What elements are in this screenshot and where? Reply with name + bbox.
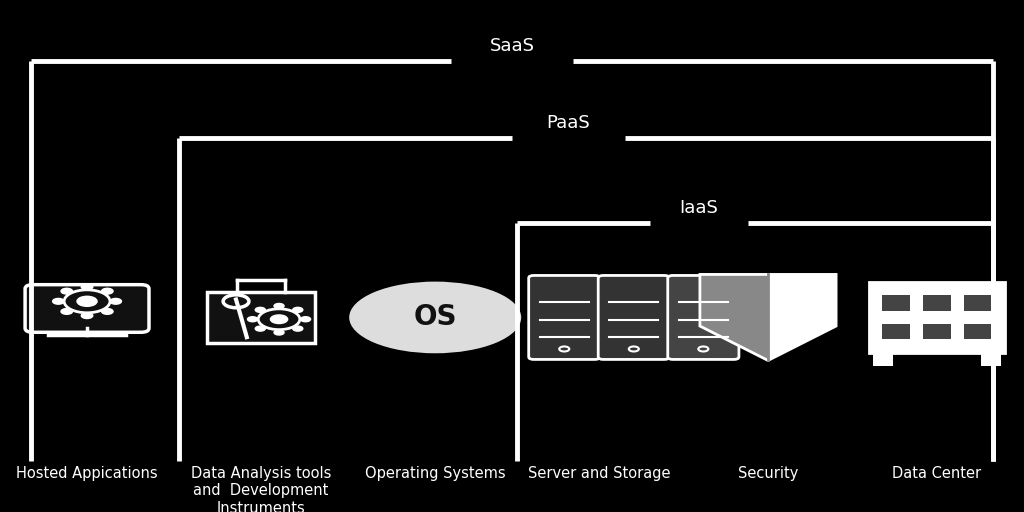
- FancyBboxPatch shape: [668, 275, 739, 359]
- Circle shape: [293, 326, 303, 331]
- FancyBboxPatch shape: [883, 295, 909, 310]
- Circle shape: [110, 298, 122, 304]
- Circle shape: [255, 326, 265, 331]
- FancyBboxPatch shape: [924, 295, 950, 310]
- Text: Operating Systems: Operating Systems: [365, 466, 506, 481]
- Text: SaaS: SaaS: [489, 37, 535, 55]
- Polygon shape: [700, 274, 836, 360]
- Circle shape: [274, 330, 284, 335]
- Circle shape: [61, 288, 73, 294]
- FancyBboxPatch shape: [872, 353, 893, 366]
- FancyBboxPatch shape: [981, 353, 1001, 366]
- FancyBboxPatch shape: [598, 275, 670, 359]
- Circle shape: [81, 284, 93, 290]
- Ellipse shape: [349, 282, 521, 353]
- Text: IaaS: IaaS: [680, 199, 718, 217]
- Circle shape: [255, 307, 265, 312]
- FancyBboxPatch shape: [965, 325, 991, 339]
- Circle shape: [101, 288, 113, 294]
- Circle shape: [248, 317, 258, 322]
- Circle shape: [77, 296, 97, 306]
- Text: Hosted Appications: Hosted Appications: [16, 466, 158, 481]
- Text: Data Center: Data Center: [892, 466, 982, 481]
- Text: Security: Security: [738, 466, 798, 481]
- Circle shape: [270, 315, 288, 324]
- Circle shape: [301, 317, 310, 322]
- FancyBboxPatch shape: [883, 325, 909, 339]
- FancyBboxPatch shape: [207, 292, 315, 343]
- Text: OS: OS: [414, 304, 457, 331]
- Circle shape: [274, 304, 284, 308]
- FancyBboxPatch shape: [528, 275, 600, 359]
- Circle shape: [293, 307, 303, 312]
- Polygon shape: [768, 274, 836, 360]
- FancyBboxPatch shape: [965, 295, 991, 310]
- Text: PaaS: PaaS: [547, 114, 590, 132]
- Circle shape: [52, 298, 65, 304]
- FancyBboxPatch shape: [924, 325, 950, 339]
- Text: Data Analysis tools
and  Development
Instruments: Data Analysis tools and Development Inst…: [190, 466, 332, 512]
- Text: Server and Storage: Server and Storage: [527, 466, 671, 481]
- FancyBboxPatch shape: [25, 285, 150, 332]
- Circle shape: [81, 313, 93, 318]
- Circle shape: [61, 309, 73, 314]
- FancyBboxPatch shape: [868, 282, 1006, 353]
- Circle shape: [101, 309, 113, 314]
